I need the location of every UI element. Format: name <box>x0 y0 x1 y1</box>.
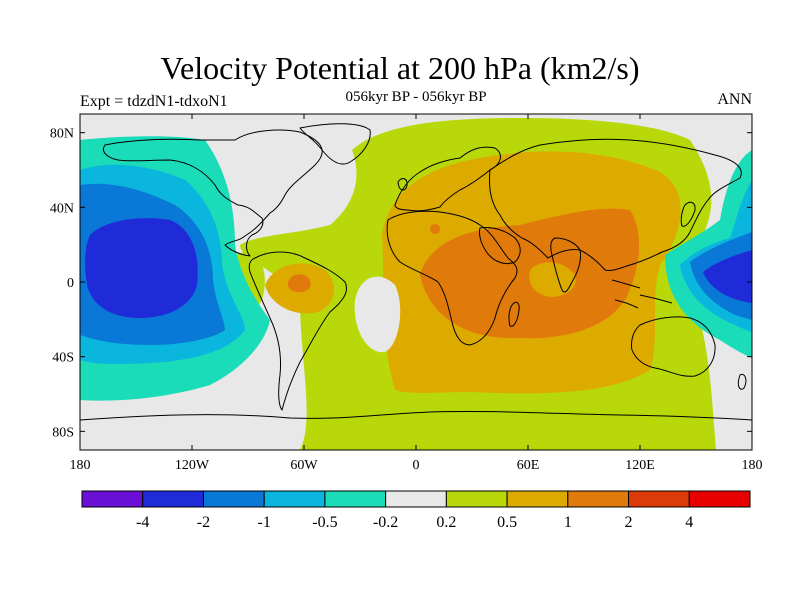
colorbar-label: 2 <box>625 514 633 531</box>
south-america-outline <box>248 251 347 411</box>
colorbar-label: -4 <box>136 514 149 531</box>
colorbar-swatch <box>81 490 144 508</box>
colorbar-label: 0.5 <box>497 514 517 531</box>
colorbar-label: -0.2 <box>373 514 398 531</box>
antarctica-outline <box>80 410 752 421</box>
colorbar-label: -2 <box>197 514 210 531</box>
contour-field <box>80 114 752 450</box>
new-zealand-outline <box>737 373 747 390</box>
north-america-outline <box>103 129 323 257</box>
colorbar-swatch <box>385 490 447 508</box>
neutral-band <box>354 276 401 353</box>
x-tick-label: 180 <box>742 458 763 473</box>
colorbar-swatch <box>628 490 690 508</box>
australia-outline <box>631 316 716 377</box>
colorbar-label: -1 <box>258 514 271 531</box>
india-outline <box>550 237 581 293</box>
x-tick-label: 120E <box>625 458 655 473</box>
x-tick-label: 180 <box>70 458 91 473</box>
x-tick-label: 60E <box>517 458 540 473</box>
y-axis-ticks: 80N 40N 0 40S 80S <box>50 127 752 440</box>
colorbar-swatch <box>506 490 569 508</box>
arabia-outline <box>479 227 521 265</box>
colorbar-label: 0.2 <box>436 514 456 531</box>
x-axis-ticks: 180 120W 60W 0 60E 120E 180 <box>70 114 763 473</box>
plot-subtitle: 056kyr BP - 056kyr BP <box>345 89 487 105</box>
x-tick-label: 60W <box>290 458 318 473</box>
continent-outlines <box>80 123 752 421</box>
colorbar-swatch <box>324 490 387 508</box>
japan-outline <box>680 201 696 227</box>
madagascar-outline <box>508 301 520 327</box>
season-label: ANN <box>717 91 752 108</box>
greenland-outline <box>299 123 371 165</box>
plot-title: Velocity Potential at 200 hPa (km2/s) <box>160 50 640 86</box>
experiment-label: Expt = tdzdN1-tdxoN1 <box>80 93 228 110</box>
colorbar-label: 4 <box>685 514 693 531</box>
colorbar-label: -0.5 <box>312 514 337 531</box>
colorbar-swatch <box>567 490 630 508</box>
very-strong-negative-region <box>85 218 198 318</box>
colorbar: -4 -2 -1 -0.5 -0.2 0.2 0.5 1 2 4 <box>81 490 751 531</box>
asia-outline <box>489 138 742 271</box>
africa-outline <box>386 210 518 346</box>
colorbar-swatch <box>142 490 204 508</box>
colorbar-swatch <box>263 490 326 508</box>
colorbar-label: 1 <box>564 514 572 531</box>
x-tick-label: 120W <box>175 458 210 473</box>
british-isles-outline <box>397 178 408 191</box>
moderate-positive-region <box>529 262 576 297</box>
y-tick-label: 40N <box>50 201 74 216</box>
x-tick-label: 0 <box>413 458 420 473</box>
y-tick-label: 80S <box>52 425 74 440</box>
indonesia-outline <box>611 279 673 309</box>
moderate-positive-region <box>430 224 440 234</box>
colorbar-swatch <box>688 490 751 508</box>
y-tick-label: 80N <box>50 127 74 142</box>
strong-positive-region <box>287 274 311 293</box>
very-strong-negative-region <box>703 250 752 303</box>
y-tick-label: 40S <box>52 351 74 366</box>
colorbar-swatch <box>445 490 508 508</box>
y-tick-label: 0 <box>67 276 74 291</box>
colorbar-swatch <box>202 490 265 508</box>
